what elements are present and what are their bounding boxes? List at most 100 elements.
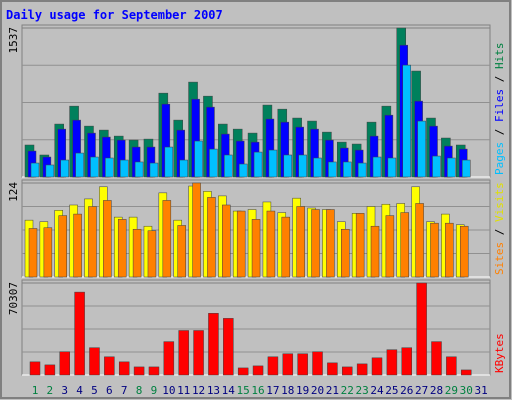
bar: [355, 213, 365, 278]
x-tick-label: 25: [385, 384, 398, 397]
x-tick-label: 3: [61, 384, 68, 397]
x-tick-label: 12: [192, 384, 205, 397]
bar: [445, 222, 454, 278]
x-tick-label: 20: [311, 384, 324, 397]
bar: [356, 363, 368, 376]
bar: [104, 356, 115, 376]
x-tick-label: 15: [237, 384, 250, 397]
bar: [459, 225, 469, 278]
bar: [328, 161, 337, 178]
bar: [311, 209, 320, 278]
bar: [385, 215, 395, 278]
x-tick-label: 28: [430, 384, 443, 397]
legend: Sites / Visits: [493, 182, 506, 275]
bar: [59, 351, 70, 376]
bar: [238, 163, 248, 178]
bar: [370, 225, 380, 278]
bar: [460, 369, 472, 376]
bar: [313, 157, 322, 178]
x-tick-label: 1: [32, 384, 39, 397]
x-tick-label: 17: [266, 384, 279, 397]
bar: [401, 347, 412, 376]
x-tick-label: 14: [222, 384, 236, 397]
bar: [341, 228, 350, 278]
bar: [430, 222, 439, 278]
bar: [58, 215, 67, 278]
x-tick-label: 13: [207, 384, 220, 397]
x-tick-label: 11: [177, 384, 190, 397]
legend-entry: Pages: [493, 142, 506, 175]
bar: [446, 356, 457, 376]
bar: [447, 157, 456, 178]
y-tick-label: 1537: [7, 27, 20, 54]
bar: [73, 213, 82, 278]
x-tick-label: 29: [445, 384, 458, 397]
bar: [298, 154, 307, 178]
bar: [224, 154, 233, 178]
bar: [133, 366, 145, 376]
bar: [222, 204, 231, 278]
bar: [267, 356, 279, 376]
bar: [177, 225, 186, 278]
x-tick-label: 30: [460, 384, 473, 397]
bar: [192, 182, 201, 278]
bar: [432, 155, 441, 178]
bar: [194, 140, 203, 178]
bar: [163, 341, 175, 376]
bar: [296, 206, 305, 278]
y-tick-label: 70307: [7, 282, 20, 315]
bar: [209, 148, 218, 178]
bar: [178, 330, 189, 376]
bar: [74, 291, 85, 376]
x-tick-label: 26: [400, 384, 413, 397]
x-tick-label: 21: [326, 384, 339, 397]
bar: [148, 366, 160, 376]
chart-title: Daily usage for September 2007: [6, 8, 223, 22]
x-tick-label: 18: [281, 384, 294, 397]
bar: [343, 161, 352, 178]
bar: [89, 347, 100, 376]
x-tick-label: 7: [121, 384, 128, 397]
bar: [118, 361, 130, 376]
bar: [387, 157, 397, 178]
bar: [75, 152, 84, 178]
bar: [119, 159, 129, 178]
bar: [326, 209, 335, 278]
bar: [90, 156, 99, 178]
x-tick-label: 16: [251, 384, 264, 397]
bar: [223, 318, 234, 376]
bar: [283, 154, 293, 178]
bar: [266, 210, 276, 278]
bar: [252, 365, 264, 376]
x-tick-label: 4: [76, 384, 83, 397]
bar: [386, 349, 398, 376]
bar: [431, 341, 442, 376]
bar: [149, 162, 159, 178]
legend: Pages / Files / Hits: [493, 43, 506, 176]
bar: [208, 313, 219, 376]
bar: [88, 206, 97, 278]
bar: [237, 367, 249, 376]
bar: [281, 216, 291, 278]
bar: [461, 159, 471, 178]
bar: [236, 210, 246, 278]
bar: [30, 162, 40, 178]
bar: [147, 230, 157, 278]
bar: [28, 228, 38, 278]
x-tick-label: 2: [47, 384, 54, 397]
x-tick-label: 8: [136, 384, 143, 397]
legend-entry: Hits: [493, 43, 506, 70]
bar: [297, 353, 308, 376]
legend-separator: /: [493, 222, 506, 242]
bar: [357, 162, 367, 178]
bar: [282, 353, 294, 376]
x-tick-label: 27: [415, 384, 428, 397]
bar: [415, 203, 424, 278]
legend-entry: Visits: [493, 182, 506, 222]
x-tick-label: 23: [356, 384, 369, 397]
bar: [193, 330, 204, 376]
bar: [162, 200, 172, 278]
bar: [207, 197, 216, 278]
